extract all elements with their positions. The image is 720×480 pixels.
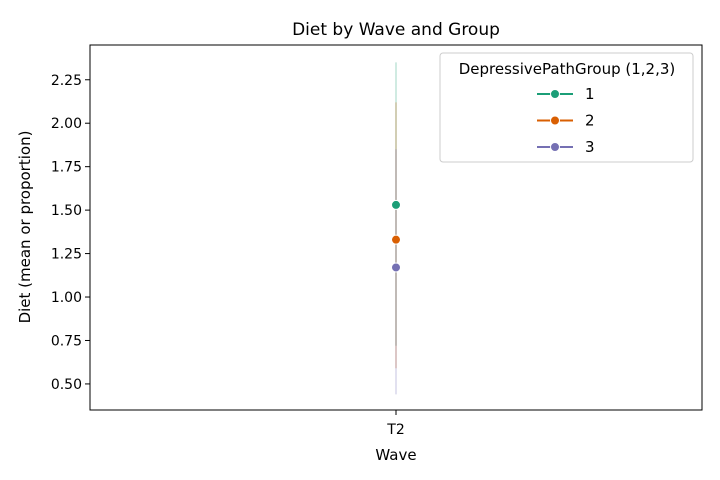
legend-marker-2 xyxy=(550,115,560,126)
y-tick-label: 0.50 xyxy=(51,377,82,393)
y-tick-label: 1.00 xyxy=(51,290,82,306)
y-axis-label: Diet (mean or proportion) xyxy=(16,131,34,324)
x-axis-label: Wave xyxy=(375,446,416,464)
y-tick-label: 2.25 xyxy=(51,73,82,89)
legend-frame xyxy=(439,52,694,163)
y-axis: 0.50 0.75 1.00 1.25 1.50 1.75 2.00 2.25 xyxy=(51,73,90,393)
chart-title: Diet by Wave and Group xyxy=(292,20,500,40)
legend-label-3: 3 xyxy=(585,138,595,156)
legend-marker-3 xyxy=(550,142,560,152)
legend: DepressivePathGroup (1,2,3) 1 2 3 xyxy=(439,52,694,163)
y-tick-label: 1.50 xyxy=(51,203,82,219)
x-axis: T2 xyxy=(386,410,405,438)
y-tick-label: 2.00 xyxy=(51,116,82,132)
data-markers xyxy=(391,199,401,273)
point-series-3 xyxy=(391,262,401,273)
y-tick-label: 1.25 xyxy=(51,247,82,263)
y-tick-label: 0.75 xyxy=(51,333,82,349)
point-series-2 xyxy=(391,234,401,245)
legend-marker-1 xyxy=(550,89,560,99)
y-tick-label: 1.75 xyxy=(51,160,82,176)
point-series-1 xyxy=(391,199,401,210)
legend-label-1: 1 xyxy=(585,85,595,103)
x-tick-label: T2 xyxy=(386,422,404,438)
legend-label-2: 2 xyxy=(585,112,595,130)
legend-title: DepressivePathGroup (1,2,3) xyxy=(459,60,676,78)
